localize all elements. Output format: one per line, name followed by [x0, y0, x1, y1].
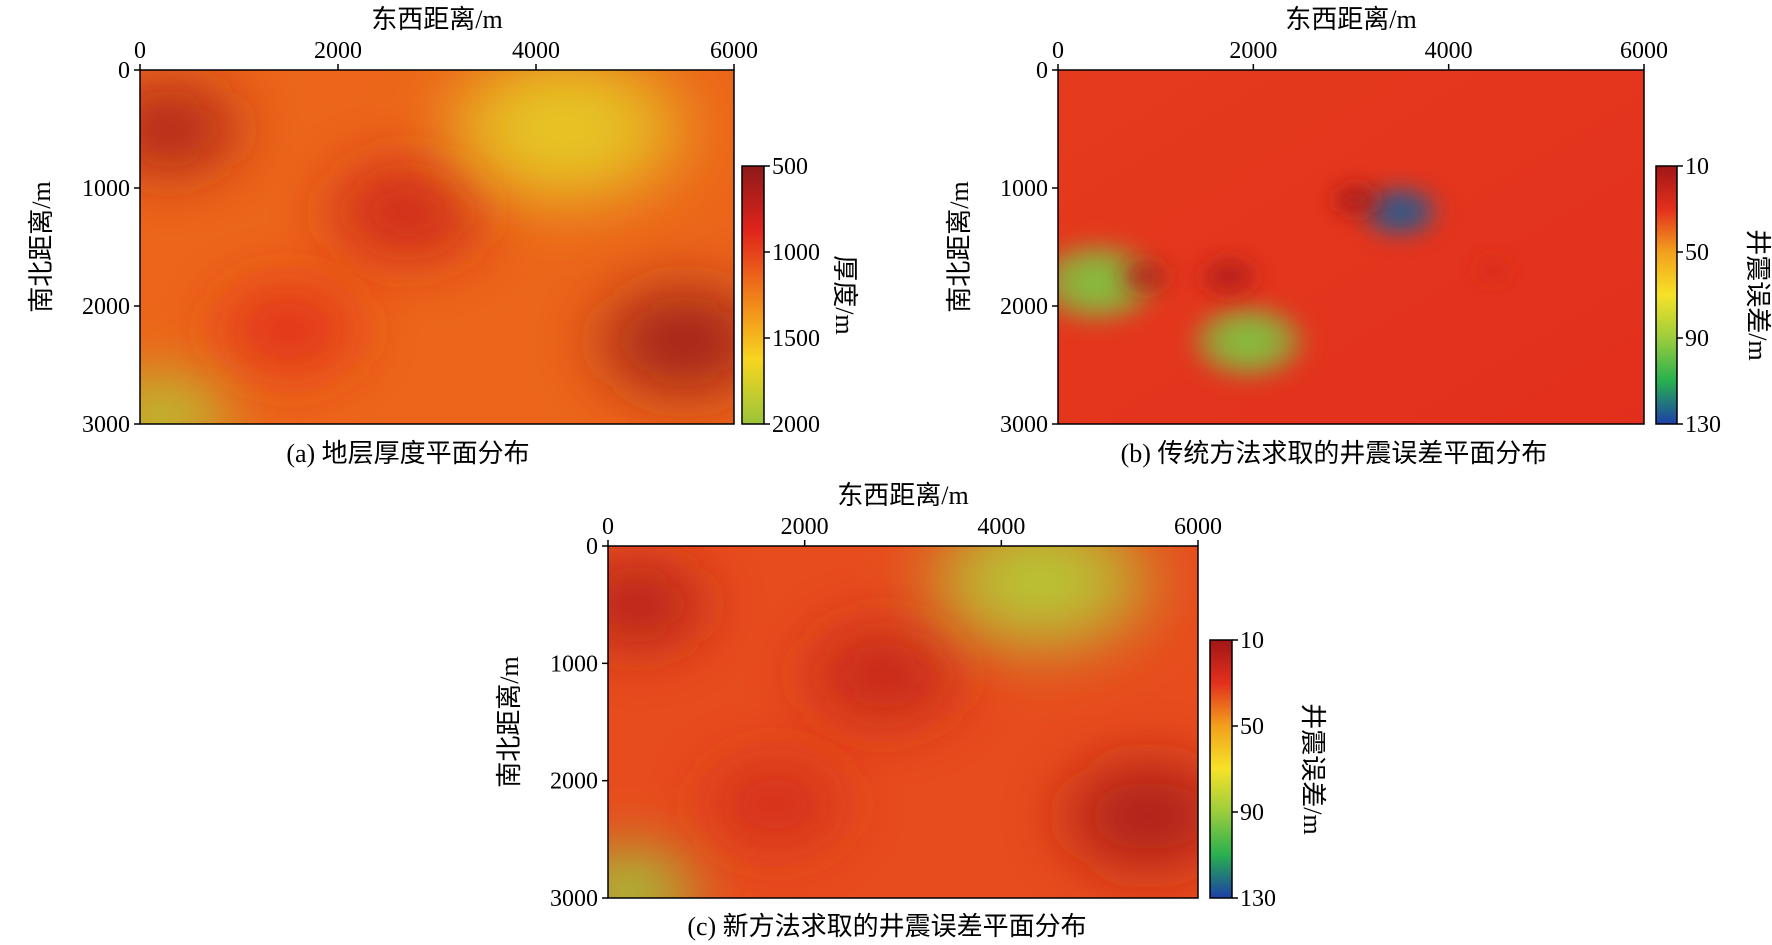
colorbar-tick-label: 2000: [772, 412, 820, 438]
colorbar: [741, 165, 765, 425]
map-feature: [140, 359, 249, 424]
map-field: [608, 546, 1198, 898]
map-feature: [903, 546, 1179, 672]
colorbar-tick-label: 10: [1240, 628, 1264, 654]
chart-panel-c: 0 2000 4000 6000 0 1000 2000 3000 东西距离/m 南北距离/m (c…: [495, 481, 1327, 941]
y-axis-label: 南北距离/m: [495, 656, 524, 787]
y-axis-label: 南北距离/m: [945, 181, 974, 312]
y-tick-label: 0: [586, 534, 598, 560]
plot-frame: [607, 545, 1199, 899]
figure-caption: (c) 新方法求取的井震误差平面分布: [687, 912, 1086, 941]
y-tick-label: 3000: [550, 886, 598, 912]
y-tick-label: 1000: [1000, 176, 1048, 202]
y-tick-label: 2000: [550, 769, 598, 795]
map-feature: [417, 70, 715, 227]
map-feature: [140, 70, 259, 188]
colorbar-tick-label: 1000: [772, 240, 820, 266]
colorbar-tick-label: 50: [1240, 714, 1264, 740]
colorbar-label: 井震误差/m: [1298, 703, 1327, 834]
map-field: [140, 70, 734, 424]
x-axis-label: 东西距离/m: [1285, 5, 1416, 34]
plot-frame: [1057, 69, 1645, 425]
colorbar-tick-label: 90: [1685, 326, 1709, 352]
map-feature: [686, 746, 864, 863]
map-background: [1058, 70, 1644, 424]
colorbar-label: 井震误差/m: [1743, 229, 1772, 360]
map-field: [1058, 70, 1644, 424]
map-feature: [199, 271, 378, 389]
x-axis-label: 东西距离/m: [837, 481, 968, 510]
x-tick-label: 0: [602, 514, 614, 540]
chart-panel-a: 0 2000 4000 6000 0 1000 2000 3000 东西距离/m 南北距离/m (a…: [27, 5, 859, 468]
x-tick-label: 4000: [977, 514, 1025, 540]
map-feature: [1040, 744, 1198, 887]
colorbar-tick-label: 1500: [772, 326, 820, 352]
y-tick-label: 2000: [82, 294, 130, 320]
x-tick-label: 4000: [1425, 38, 1473, 64]
colorbar-tick-label: 130: [1685, 412, 1721, 438]
map-feature: [1326, 180, 1386, 220]
chart-panel-b: 0 2000 4000 6000 0 1000 2000 3000 东西距离/m 南北距离/m (b…: [945, 5, 1772, 468]
colorbar: [1655, 165, 1678, 425]
x-tick-label: 4000: [512, 38, 560, 64]
x-tick-label: 0: [134, 38, 146, 64]
map-feature: [1184, 299, 1312, 384]
x-tick-label: 6000: [710, 38, 758, 64]
x-axis-label: 东西距离/m: [371, 5, 502, 34]
map-feature: [1116, 257, 1176, 296]
colorbar-tick-label: 50: [1685, 240, 1709, 266]
map-feature: [608, 834, 717, 898]
x-tick-label: 2000: [781, 514, 829, 540]
y-tick-label: 0: [118, 58, 130, 84]
x-tick-label: 2000: [1229, 38, 1277, 64]
x-tick-label: 6000: [1620, 38, 1668, 64]
plot-frame: [139, 69, 735, 425]
y-tick-label: 3000: [82, 412, 130, 438]
colorbar-tick-label: 90: [1240, 800, 1264, 826]
y-tick-label: 2000: [1000, 294, 1048, 320]
y-tick-label: 1000: [550, 651, 598, 677]
colorbar-label: 厚度/m: [830, 255, 859, 334]
figure-caption: (b) 传统方法求取的井震误差平面分布: [1121, 439, 1548, 468]
y-tick-label: 0: [1036, 58, 1048, 84]
figure-caption: (a) 地层厚度平面分布: [286, 439, 529, 468]
colorbar-tick-label: 130: [1240, 886, 1276, 912]
x-tick-label: 2000: [314, 38, 362, 64]
x-tick-label: 6000: [1174, 514, 1222, 540]
y-tick-label: 1000: [82, 176, 130, 202]
map-feature: [575, 270, 734, 413]
colorbar-tick-label: 10: [1685, 154, 1709, 180]
colorbar: [1209, 639, 1233, 899]
y-axis-label: 南北距离/m: [27, 181, 56, 312]
map-feature: [1194, 253, 1264, 300]
map-feature: [1473, 257, 1513, 284]
map-feature: [608, 546, 726, 663]
colorbar-tick-label: 500: [772, 154, 808, 180]
map-feature: [785, 610, 982, 740]
y-tick-label: 3000: [1000, 412, 1048, 438]
x-tick-label: 0: [1052, 38, 1064, 64]
